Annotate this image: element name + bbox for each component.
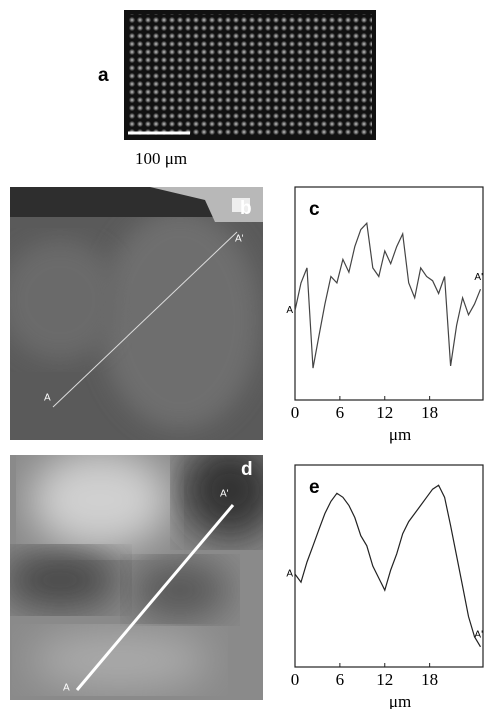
profile [294,221,482,369]
x-tick-label: 6 [336,670,345,689]
x-tick-label: 18 [421,670,438,689]
micrograph-texture [128,14,372,136]
afm-image [10,455,263,700]
profile-end: A' [474,629,483,640]
x-tick-label: 12 [376,403,393,422]
plot-frame [294,186,484,401]
x-tick-label: 18 [421,403,438,422]
profile-line [52,231,238,408]
scale-bar-label: 100 μm [135,149,187,168]
profile-start: A [44,393,51,404]
profile-end: A' [474,272,483,283]
x-tick-label: 0 [291,670,300,689]
profile [294,484,482,648]
profile-end: A' [235,234,244,245]
x-tick-label: 0 [291,403,300,422]
x-tick-label: 12 [376,670,393,689]
profile-start: A [286,305,293,316]
panel-label: b [240,198,252,219]
x-axis-label: μm [389,425,411,444]
plot-frame [294,464,484,668]
panel-label: a [98,65,109,86]
panel-label: d [241,459,253,480]
x-tick-label: 6 [336,403,345,422]
afm-image [10,187,263,440]
profile-start: A [286,569,293,580]
panel-label: c [309,199,320,220]
profile-line [75,504,235,691]
x-axis-label: μm [389,692,411,709]
panel-label: e [309,477,320,498]
profile-end: A' [220,489,229,500]
profile-start: A [63,683,70,694]
